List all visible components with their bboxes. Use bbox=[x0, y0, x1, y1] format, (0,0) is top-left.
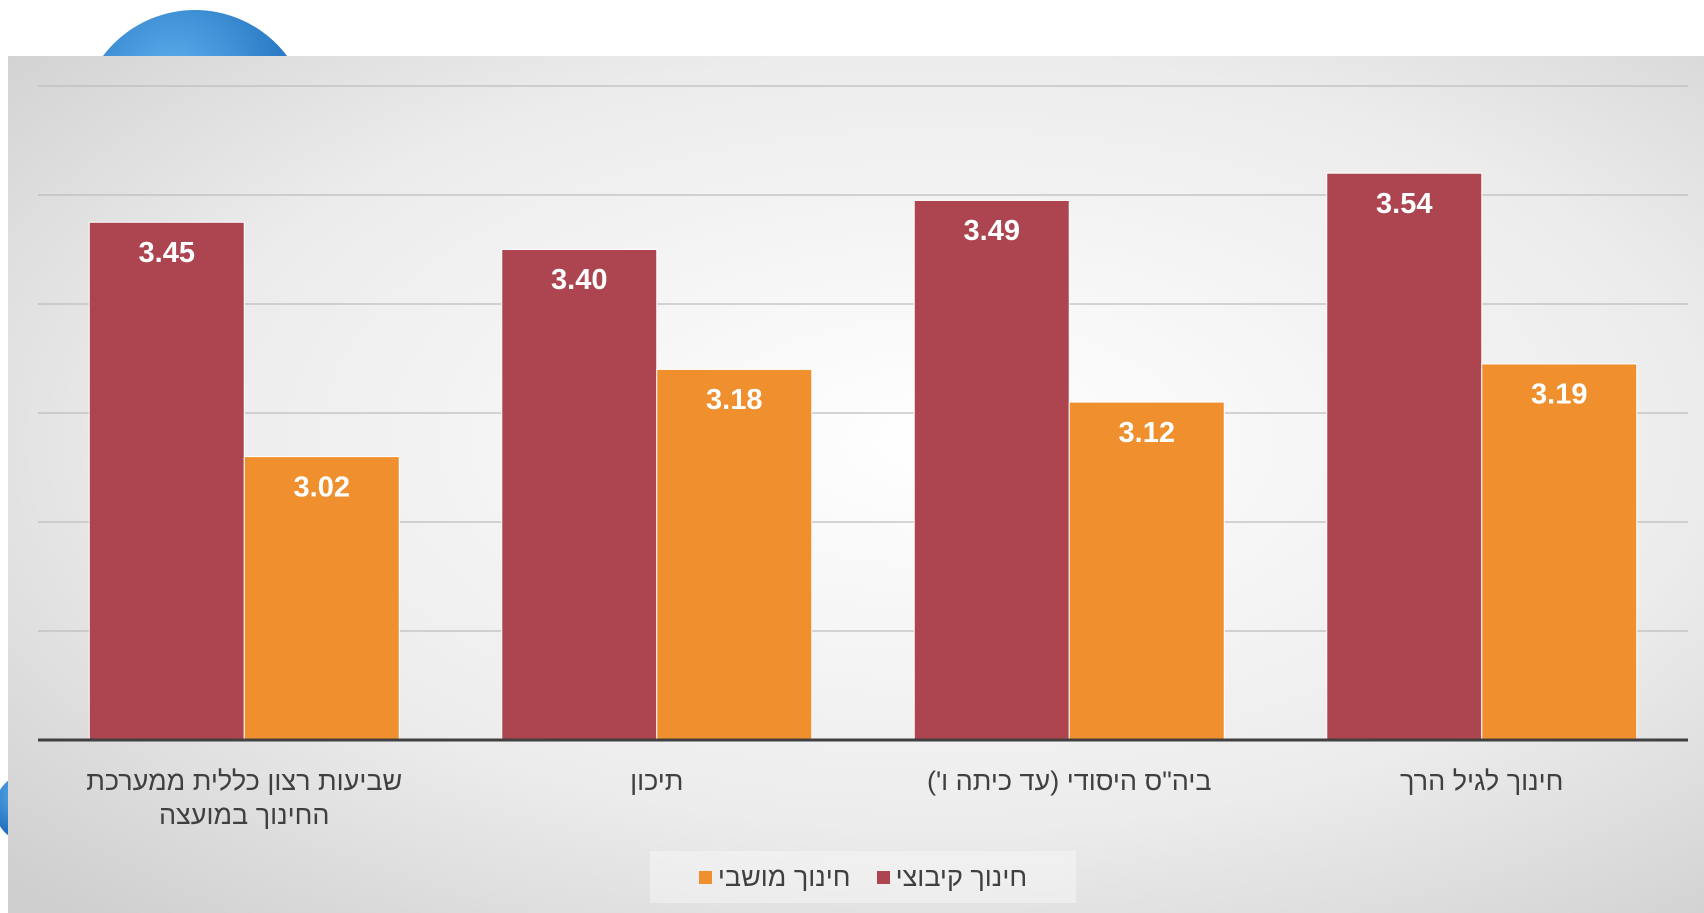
x-tick-label: ביה"ס היסודי (עד כיתה ו') bbox=[926, 766, 1212, 796]
value-label: 3.54 bbox=[1376, 188, 1432, 220]
x-tick-label: שביעות רצון כללית ממערכת החינוך במועצה bbox=[86, 766, 403, 830]
value-label: 3.02 bbox=[294, 471, 350, 503]
bar bbox=[1481, 363, 1638, 741]
legend: חינוך קיבוצי חינוך מושבי bbox=[650, 851, 1076, 903]
legend-item: חינוך קיבוצי bbox=[876, 861, 1028, 893]
bar bbox=[501, 249, 658, 741]
value-label: 3.18 bbox=[706, 384, 762, 416]
bar bbox=[1068, 401, 1225, 741]
legend-label: חינוך קיבוצי bbox=[895, 861, 1028, 892]
x-tick-label: תיכון bbox=[630, 766, 684, 796]
value-label: 3.12 bbox=[1119, 417, 1175, 449]
value-label: 3.19 bbox=[1531, 379, 1587, 411]
legend-item: חינוך מושבי bbox=[698, 861, 851, 893]
bar bbox=[913, 199, 1070, 741]
bar bbox=[1326, 172, 1483, 741]
bar bbox=[243, 456, 400, 741]
legend-swatch bbox=[876, 870, 890, 884]
value-label: 3.40 bbox=[551, 264, 607, 296]
legend-label: חינוך מושבי bbox=[717, 861, 851, 892]
value-label: 3.49 bbox=[964, 215, 1020, 247]
bar bbox=[88, 221, 245, 741]
bar bbox=[656, 368, 813, 741]
x-tick-label: חינוך לגיל הרך bbox=[1400, 766, 1564, 796]
value-label: 3.45 bbox=[139, 237, 195, 269]
legend-swatch bbox=[698, 870, 712, 884]
